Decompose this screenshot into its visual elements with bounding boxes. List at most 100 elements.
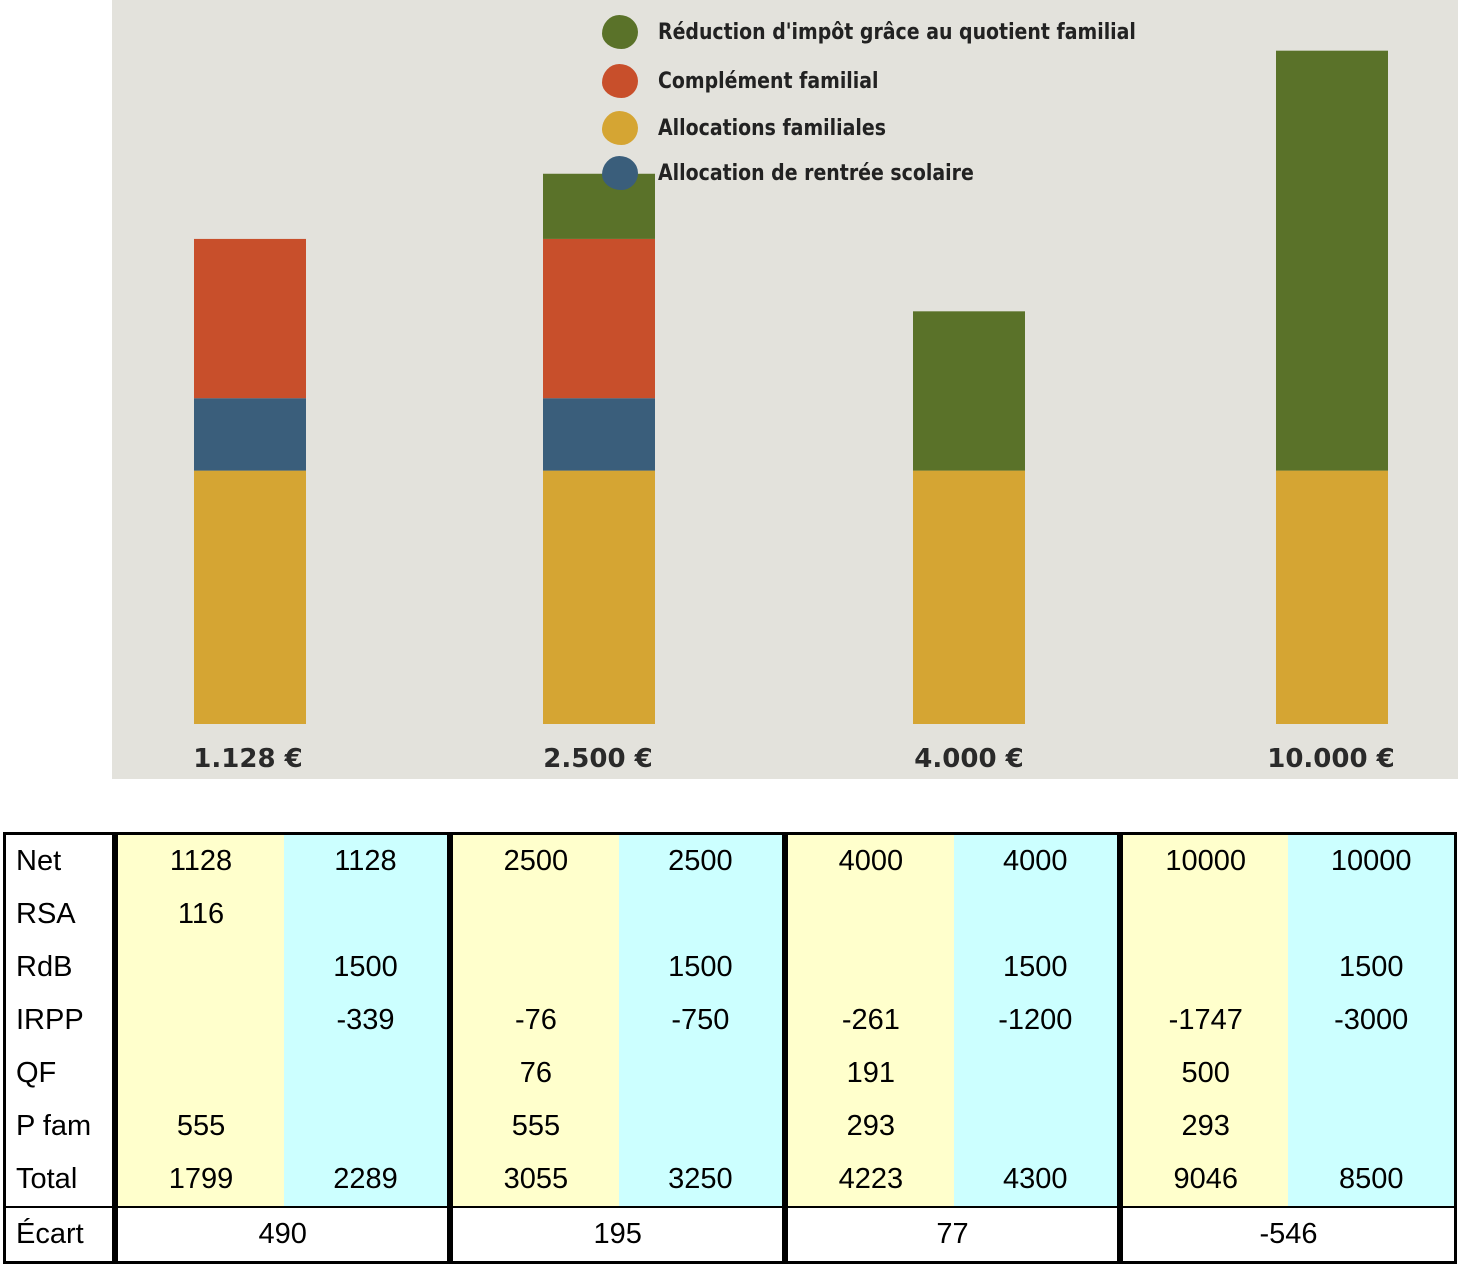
table-cell: 4000 xyxy=(953,832,1121,888)
row-label: RSA xyxy=(3,888,116,941)
legend-label: Réduction d'impôt grâce au quotient fami… xyxy=(658,19,1136,45)
category-label: 1.128 € xyxy=(193,744,303,774)
legend-item-quotient-familial: Réduction d'impôt grâce au quotient fami… xyxy=(602,12,1214,52)
legend-swatch-icon xyxy=(602,15,638,49)
table-cell xyxy=(1120,888,1289,941)
table-cell: 4300 xyxy=(953,1153,1121,1206)
table-cell: 293 xyxy=(785,1100,954,1153)
row-label: Total xyxy=(3,1153,116,1206)
bar-segment xyxy=(543,173,655,239)
stacked-bar-chart xyxy=(194,50,1388,724)
table-row-p-fam: P fam 555 555 293 293 xyxy=(3,1100,1457,1153)
table-cell: 555 xyxy=(450,1100,619,1153)
bar-segment xyxy=(194,470,306,724)
ecart-cell: 77 xyxy=(785,1206,1121,1264)
table-cell xyxy=(1288,1100,1457,1153)
table-cell: -3000 xyxy=(1288,994,1457,1047)
bar-segment xyxy=(543,470,655,724)
table-cell xyxy=(450,888,619,941)
table-cell: -76 xyxy=(450,994,619,1047)
table-row-rdb: RdB 1500 1500 1500 1500 xyxy=(3,941,1457,994)
table-cell: 1128 xyxy=(283,832,451,888)
row-label: Écart xyxy=(3,1206,116,1264)
category-label: 10.000 € xyxy=(1267,744,1395,774)
bar-segment xyxy=(194,398,306,471)
table-cell xyxy=(1288,888,1457,941)
ecart-cell: 490 xyxy=(115,1206,451,1264)
bar-segment xyxy=(194,238,306,399)
bar-segment xyxy=(1276,470,1388,724)
table-cell xyxy=(450,941,619,994)
table-cell: 1500 xyxy=(283,941,451,994)
comparison-table: Net 1128 1128 2500 2500 4000 4000 10000 … xyxy=(3,832,1457,1264)
table-row-ecart: Écart 490 195 77 -546 xyxy=(3,1206,1457,1264)
table-cell xyxy=(1288,1047,1457,1100)
table-cell: 4000 xyxy=(785,832,954,888)
row-label: RdB xyxy=(3,941,116,994)
table-cell: -261 xyxy=(785,994,954,1047)
bar-segment xyxy=(543,238,655,399)
table-cell xyxy=(115,994,284,1047)
category-label: 4.000 € xyxy=(914,744,1024,774)
table-cell: 1500 xyxy=(953,941,1121,994)
table-cell: 191 xyxy=(785,1047,954,1100)
table-cell xyxy=(283,888,451,941)
row-label: QF xyxy=(3,1047,116,1100)
table-cell xyxy=(953,1047,1121,1100)
table-cell: 2500 xyxy=(450,832,619,888)
legend-item-rentree-scolaire: Allocation de rentrée scolaire xyxy=(602,153,1025,193)
legend-label: Allocations familiales xyxy=(658,115,886,141)
table-cell: 500 xyxy=(1120,1047,1289,1100)
table-cell: -1747 xyxy=(1120,994,1289,1047)
ecart-cell: -546 xyxy=(1120,1206,1457,1264)
table-cell: 1500 xyxy=(1288,941,1457,994)
ecart-cell: 195 xyxy=(450,1206,786,1264)
bar-segment xyxy=(1276,50,1388,471)
table-cell: 1500 xyxy=(618,941,786,994)
row-label: Net xyxy=(3,832,116,888)
table-cell: 76 xyxy=(450,1047,619,1100)
legend-swatch-icon xyxy=(602,156,638,190)
table-cell: 4223 xyxy=(785,1153,954,1206)
table-cell: 8500 xyxy=(1288,1153,1457,1206)
legend-item-allocations-familiales: Allocations familiales xyxy=(602,108,923,148)
chart-panel: Réduction d'impôt grâce au quotient fami… xyxy=(112,0,1458,779)
table-cell: -750 xyxy=(618,994,786,1047)
table-row-irpp: IRPP -339 -76 -750 -261 -1200 -1747 -300… xyxy=(3,994,1457,1047)
table-row-qf: QF 76 191 500 xyxy=(3,1047,1457,1100)
table-cell xyxy=(1120,941,1289,994)
table-cell: 555 xyxy=(115,1100,284,1153)
bar-segment xyxy=(543,398,655,471)
table-cell xyxy=(283,1047,451,1100)
table-row-total: Total 1799 2289 3055 3250 4223 4300 9046… xyxy=(3,1153,1457,1206)
bar-segment xyxy=(913,470,1025,724)
table-cell: 9046 xyxy=(1120,1153,1289,1206)
table-cell: 2500 xyxy=(618,832,786,888)
table-row-net: Net 1128 1128 2500 2500 4000 4000 10000 … xyxy=(3,832,1457,888)
table-cell xyxy=(115,941,284,994)
table-cell: 1799 xyxy=(115,1153,284,1206)
table-cell xyxy=(115,1047,284,1100)
table-cell: 293 xyxy=(1120,1100,1289,1153)
table-cell: 116 xyxy=(115,888,284,941)
table-cell: 10000 xyxy=(1120,832,1289,888)
row-label: P fam xyxy=(3,1100,116,1153)
table-cell xyxy=(283,1100,451,1153)
row-label: IRPP xyxy=(3,994,116,1047)
table-cell xyxy=(618,1100,786,1153)
legend-item-complement-familial: Complément familial xyxy=(602,61,914,101)
table-cell xyxy=(785,941,954,994)
legend-swatch-icon xyxy=(602,64,638,98)
table-cell xyxy=(785,888,954,941)
legend-label: Complément familial xyxy=(658,68,879,94)
legend-label: Allocation de rentrée scolaire xyxy=(658,160,974,186)
table-row-rsa: RSA 116 xyxy=(3,888,1457,941)
table-cell: 10000 xyxy=(1288,832,1457,888)
table-cell xyxy=(953,888,1121,941)
table-cell xyxy=(618,888,786,941)
table-cell: 3250 xyxy=(618,1153,786,1206)
table-cell: 2289 xyxy=(283,1153,451,1206)
table-cell: 1128 xyxy=(115,832,284,888)
table-cell xyxy=(953,1100,1121,1153)
bar-segment xyxy=(913,311,1025,471)
